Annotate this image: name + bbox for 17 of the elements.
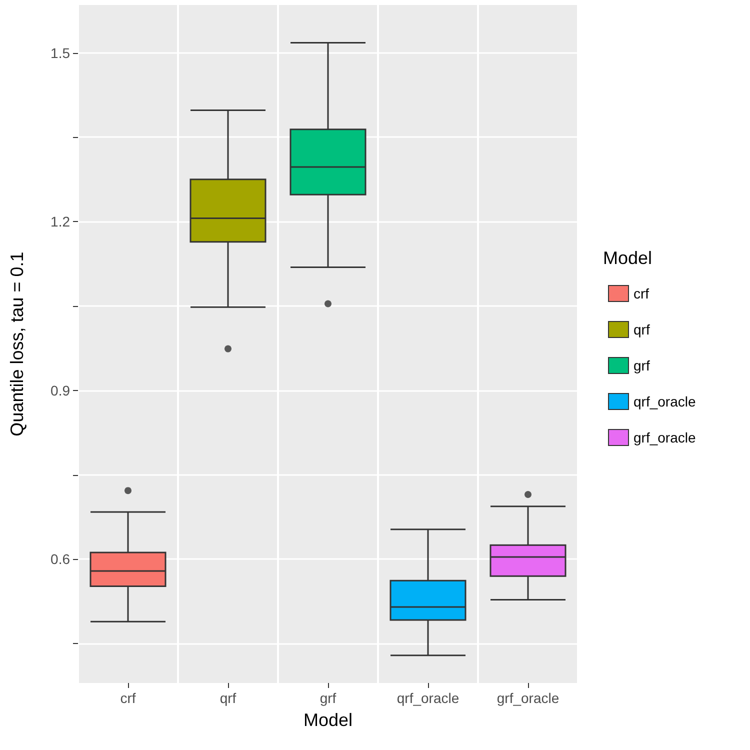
y-axis-title: Quantile loss, tau = 0.1 [7,252,27,436]
y-tick-label: 0.9 [50,382,70,398]
legend-label: grf [634,358,650,374]
x-tick-label: grf_oracle [496,690,560,706]
x-tick-label: qrf_oracle [396,690,460,706]
y-tick-label: 1.2 [50,214,70,230]
x-tick-label: qrf [220,690,236,706]
x-tick-label: grf [320,690,336,706]
x-tick-label: crf [120,690,136,706]
x-axis-title: Model [303,710,353,730]
y-tick-label: 1.5 [50,44,70,61]
legend-label: crf [634,286,650,302]
legend-title: Model [603,248,652,268]
legend-label: grf_oracle [634,430,696,446]
legend-label: qrf_oracle [634,394,696,410]
y-tick-label: 0.6 [50,551,70,568]
legend-label: qrf [634,322,650,338]
